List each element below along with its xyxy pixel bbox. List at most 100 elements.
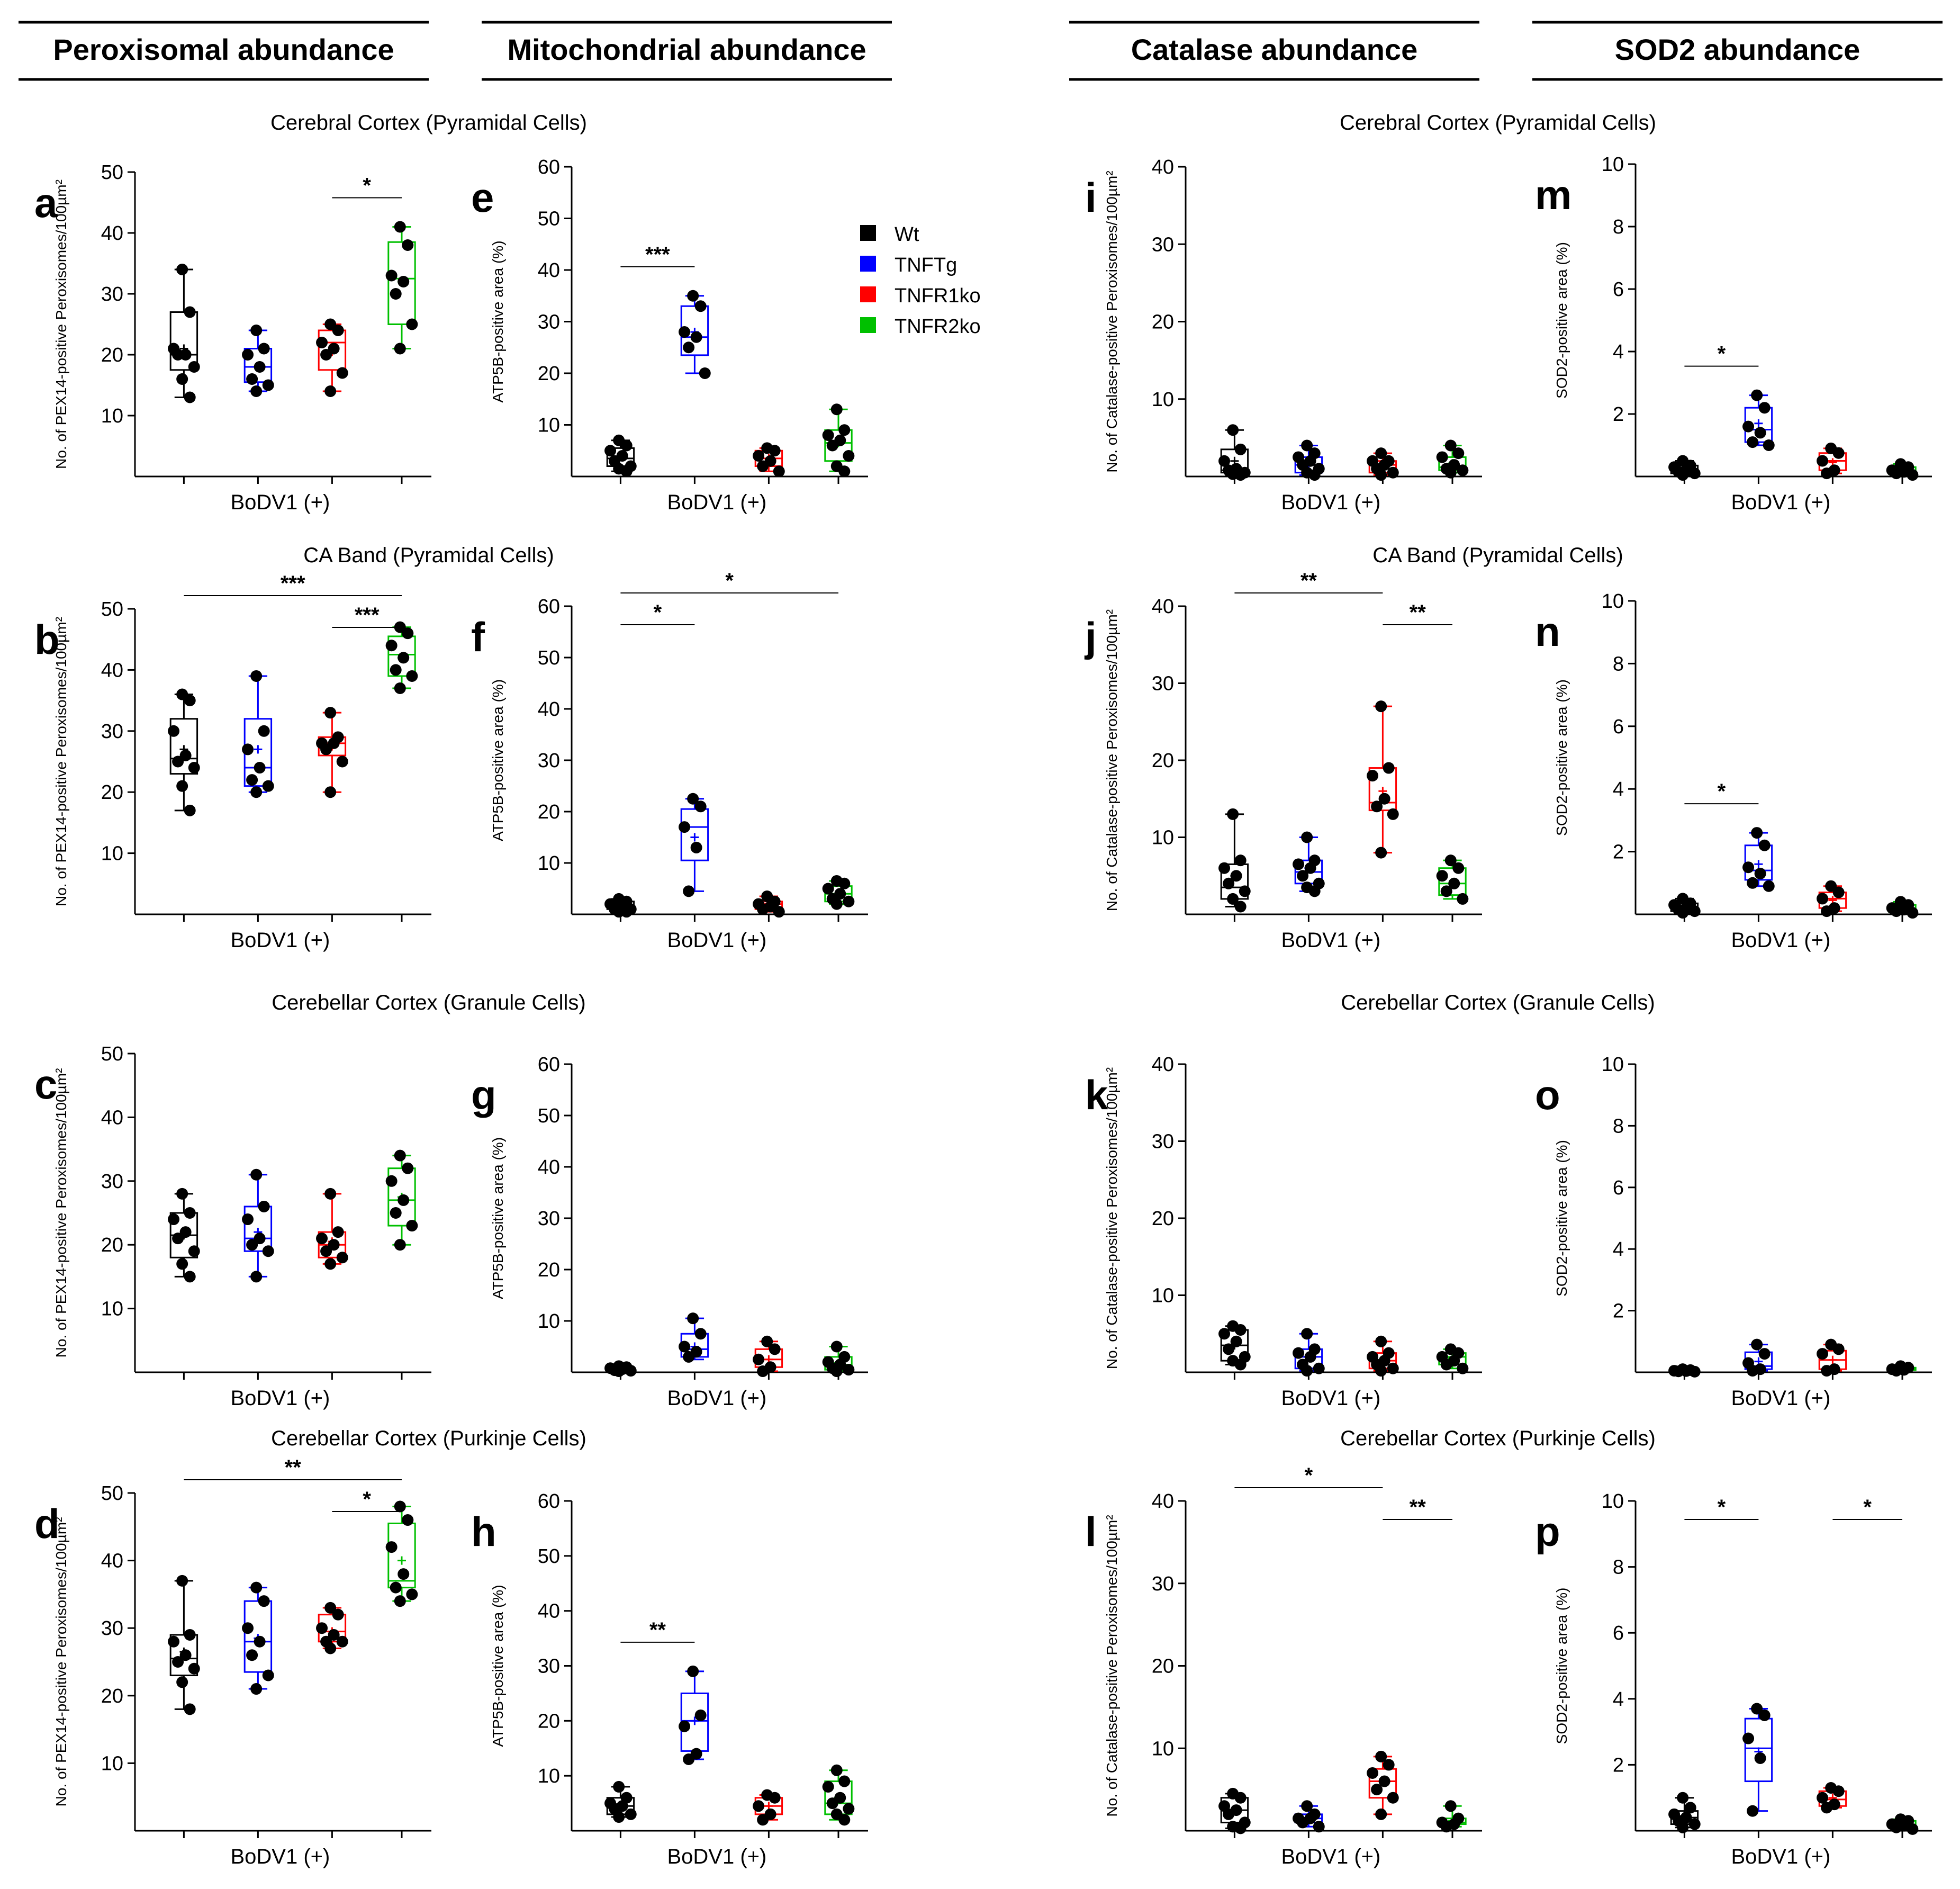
data-point (1457, 893, 1469, 905)
data-point (258, 343, 270, 355)
data-point (1684, 1802, 1696, 1814)
box-tnfr2ko (385, 1149, 418, 1251)
box-wt (168, 1188, 200, 1283)
significance-label: * (725, 569, 734, 592)
data-point (316, 1233, 328, 1245)
y-tick-label: 40 (538, 259, 560, 282)
box-wt (168, 264, 200, 403)
box-tnfr1ko (753, 1789, 783, 1826)
significance-label: *** (281, 572, 305, 595)
data-point (172, 1233, 184, 1245)
y-tick-label: 50 (538, 647, 560, 669)
data-point (1234, 1792, 1247, 1804)
y-tick-label: 20 (538, 1710, 560, 1732)
data-point (1301, 1365, 1313, 1377)
y-axis-label: No. of PEX14-positive Peroxisomes/100µm² (53, 179, 69, 469)
box-iqr (1438, 867, 1467, 896)
data-point (1677, 1792, 1689, 1804)
box-tnfr2ko (822, 1341, 855, 1378)
data-point (394, 1595, 406, 1607)
y-tick-label: 60 (538, 596, 560, 618)
data-point (830, 403, 843, 416)
panel-letter: o (1535, 1072, 1560, 1118)
data-point (1754, 1752, 1766, 1764)
y-tick-label: 40 (538, 698, 560, 721)
data-point (184, 804, 196, 816)
data-point (1747, 877, 1759, 889)
data-point (316, 337, 328, 348)
y-tick-label: 50 (101, 1482, 123, 1505)
box-tnftg (1293, 831, 1325, 897)
data-point (398, 276, 410, 287)
box-tnftg (1293, 1800, 1325, 1833)
data-point (1383, 1759, 1395, 1771)
data-point (1677, 1821, 1689, 1833)
data-point (1890, 1365, 1902, 1377)
data-point (246, 373, 258, 385)
y-tick-label: 30 (1152, 233, 1174, 256)
box-tnftg (1293, 439, 1325, 481)
box-tnfr2ko (385, 221, 418, 355)
legend-swatch (860, 286, 876, 302)
data-point (184, 1207, 196, 1219)
data-point (826, 439, 838, 452)
data-point (172, 755, 184, 768)
y-tick-label: 10 (101, 1298, 123, 1320)
box-tnfr2ko (385, 1500, 418, 1607)
y-tick-label: 8 (1613, 653, 1624, 675)
data-point (1817, 455, 1829, 467)
data-point (830, 1764, 843, 1776)
data-point (394, 1239, 406, 1251)
data-point (332, 1226, 344, 1238)
data-point (690, 331, 702, 343)
data-point (1218, 455, 1231, 467)
data-point (324, 1258, 337, 1270)
x-axis-label: BoDV1 (+) (230, 1845, 330, 1868)
data-point (1747, 1805, 1759, 1817)
data-point (176, 1188, 188, 1200)
data-point (1758, 1709, 1771, 1721)
data-point (184, 306, 196, 318)
data-point (258, 1595, 270, 1607)
data-point (242, 1213, 254, 1226)
box-wt (1668, 893, 1701, 919)
data-point (184, 1271, 196, 1283)
data-point (683, 1753, 695, 1766)
region-title: Cerebellar Cortex (Purkinje Cells) (1340, 1427, 1656, 1450)
x-axis-label: BoDV1 (+) (667, 1387, 766, 1410)
box-tnfr1ko (316, 318, 348, 397)
box-iqr (387, 1522, 416, 1589)
box-tnfr2ko (1886, 1360, 1917, 1377)
data-point (694, 300, 707, 312)
y-axis-label: ATP5B-positive area (%) (490, 1585, 506, 1747)
data-point (822, 1780, 834, 1793)
significance-label: * (1863, 1496, 1872, 1519)
data-point (1832, 1785, 1845, 1797)
data-point (1234, 854, 1247, 867)
data-point (385, 269, 398, 282)
data-point (402, 1514, 414, 1526)
data-point (1747, 1365, 1759, 1377)
data-point (324, 1642, 337, 1654)
data-point (822, 883, 834, 895)
data-point (679, 1720, 691, 1732)
significance-label: ** (1300, 569, 1317, 592)
data-point (1444, 854, 1457, 867)
y-tick-label: 6 (1613, 278, 1624, 301)
data-point (250, 1581, 263, 1594)
region-title: CA Band (Pyramidal Cells) (1372, 544, 1623, 567)
data-point (679, 1341, 691, 1353)
y-axis-label: No. of Catalase-positive Peroxisomes/100… (1104, 1515, 1120, 1816)
data-point (1375, 1335, 1387, 1347)
box-tnftg (1742, 1338, 1773, 1377)
x-axis-label: BoDV1 (+) (1281, 1845, 1380, 1868)
data-point (613, 1365, 625, 1378)
y-tick-label: 10 (538, 1310, 560, 1333)
y-tick-label: 10 (1152, 389, 1174, 411)
data-point (1293, 1347, 1305, 1359)
data-point (1375, 1750, 1387, 1762)
data-point (1751, 1338, 1763, 1351)
data-point (753, 450, 765, 462)
data-point (1448, 877, 1460, 889)
data-point (1890, 905, 1902, 917)
